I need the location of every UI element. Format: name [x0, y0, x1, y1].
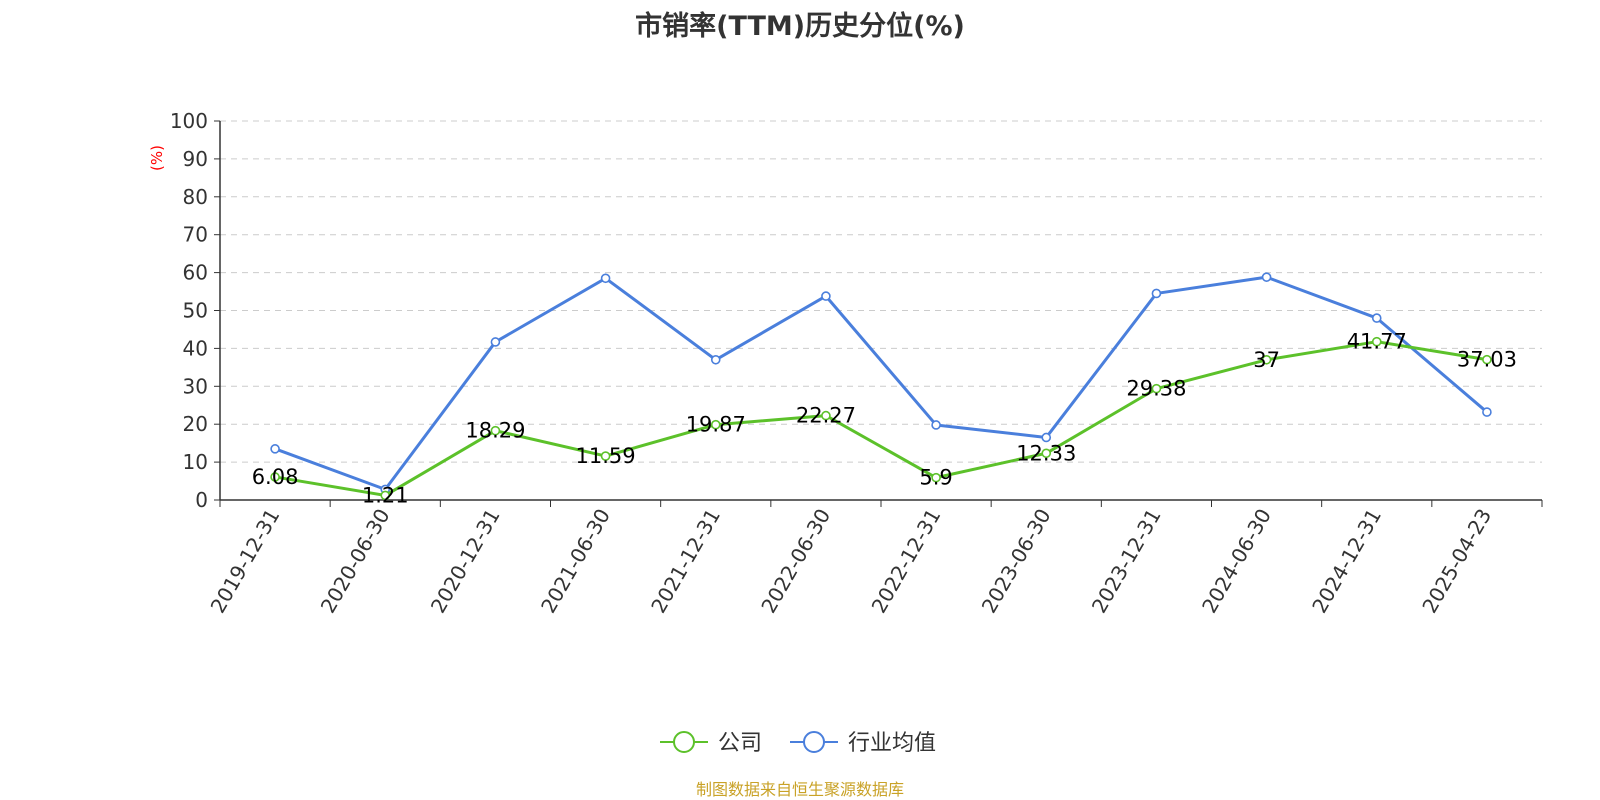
data-label: 29.38	[1126, 377, 1186, 401]
y-tick-label: 20	[183, 412, 208, 436]
data-label: 5.9	[919, 466, 952, 490]
data-point[interactable]	[821, 291, 831, 301]
x-tick-label: 2021-06-30	[536, 505, 615, 618]
y-tick-label: 0	[195, 488, 208, 512]
legend-label: 公司	[718, 731, 762, 756]
x-tick-label: 2019-12-31	[206, 505, 285, 618]
y-tick-label: 80	[183, 185, 208, 209]
data-label: 18.29	[465, 419, 525, 443]
x-tick-label: 2020-06-30	[316, 505, 395, 618]
data-labels: 6.08 1.21 18.29 11.59 19.87 22.27 5.9 12.33 29.3…	[252, 330, 1517, 508]
data-point[interactable]	[1482, 407, 1492, 417]
data-point[interactable]	[1041, 432, 1052, 443]
data-point[interactable]	[1151, 383, 1162, 394]
data-point[interactable]	[380, 490, 391, 501]
data-point[interactable]	[1151, 288, 1162, 299]
x-tick-label: 2024-06-30	[1197, 505, 1276, 618]
y-tick-label: 50	[183, 299, 208, 323]
y-tick-label: 10	[183, 450, 208, 474]
y-tick-label: 70	[183, 223, 208, 247]
data-point[interactable]	[931, 420, 941, 430]
chart-title: 市销率(TTM)历史分位(%)	[635, 11, 965, 42]
x-tick-label: 2022-12-31	[867, 504, 946, 617]
x-tick-label: 2023-06-30	[977, 505, 1056, 618]
data-point[interactable]	[1371, 313, 1382, 323]
line-chart: 0 10 20 30 40 50 60 70 80 90 100 2019-12-31 2020-06-…	[148, 109, 1543, 756]
data-point[interactable]	[1261, 272, 1272, 282]
data-point[interactable]	[1041, 448, 1052, 459]
data-label: 37	[1253, 348, 1280, 372]
data-point[interactable]	[490, 337, 501, 347]
data-point[interactable]	[710, 419, 721, 430]
data-point[interactable]	[270, 472, 280, 482]
data-point[interactable]	[270, 444, 280, 454]
y-axis-label: (%)	[148, 145, 166, 171]
x-tick-label: 2022-06-30	[756, 505, 835, 618]
axes: 0 10 20 30 40 50 60 70 80 90 100 2019-12-31 2020-06-…	[170, 109, 1543, 618]
x-tick-label: 2025-04-23	[1417, 505, 1496, 618]
source-note: 制图数据来自恒生聚源数据库	[695, 780, 904, 799]
data-point[interactable]	[821, 410, 831, 421]
legend-label: 行业均值	[848, 731, 936, 756]
data-label: 1.21	[362, 483, 409, 507]
y-tick-label: 100	[170, 109, 208, 133]
data-point[interactable]	[1482, 354, 1492, 365]
legend-item[interactable]: 行业均值	[790, 731, 936, 756]
y-tick-label: 90	[183, 147, 208, 171]
y-tick-label: 40	[183, 336, 208, 360]
x-tick-label: 2021-12-31	[646, 505, 725, 618]
data-point[interactable]	[710, 354, 721, 365]
data-label: 41.77	[1347, 330, 1407, 354]
data-point[interactable]	[490, 425, 501, 436]
legend[interactable]: 公司 行业均值	[660, 731, 936, 756]
series-line	[274, 340, 1488, 497]
gridlines	[220, 120, 1542, 463]
legend-item[interactable]: 公司	[660, 731, 762, 756]
data-point[interactable]	[600, 451, 611, 461]
x-tick-label: 2020-12-31	[426, 504, 505, 617]
data-label: 12.33	[1016, 441, 1076, 465]
data-point[interactable]	[931, 472, 941, 483]
data-label: 11.59	[576, 444, 636, 468]
legend-marker	[803, 731, 825, 753]
data-label: 19.87	[686, 413, 746, 437]
data-point[interactable]	[1261, 354, 1272, 365]
series	[270, 272, 1492, 501]
legend-marker	[673, 731, 695, 753]
data-point[interactable]	[1371, 336, 1382, 347]
data-point[interactable]	[600, 273, 611, 284]
x-tick-label: 2023-12-31	[1087, 505, 1166, 618]
y-tick-label: 30	[183, 374, 208, 398]
series-line	[274, 275, 1488, 491]
data-label: 6.08	[252, 465, 299, 489]
data-label: 37.03	[1457, 348, 1517, 372]
x-tick-label: 2024-12-31	[1307, 505, 1386, 618]
data-label: 22.27	[796, 404, 856, 428]
y-tick-label: 60	[183, 261, 208, 285]
